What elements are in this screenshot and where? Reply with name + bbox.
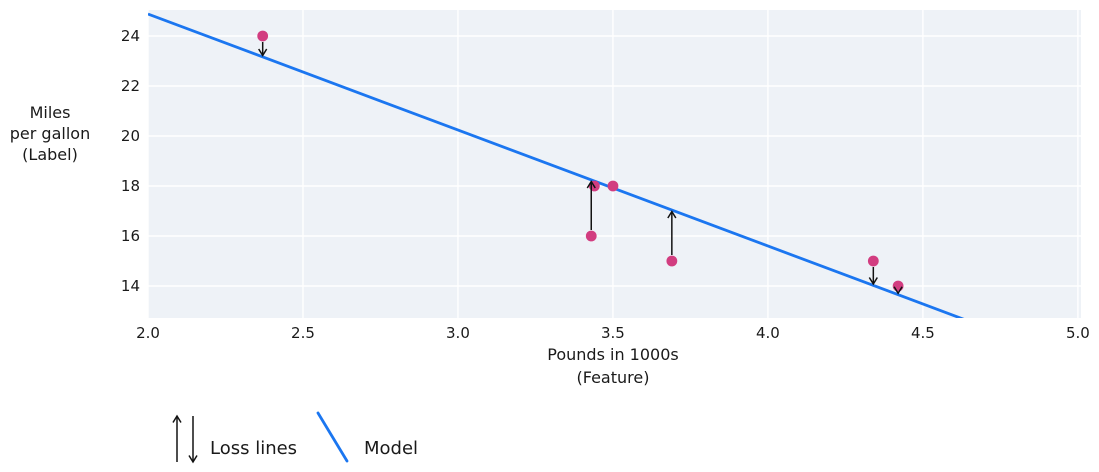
x-tick-label: 5.0 — [1065, 324, 1090, 342]
y-axis-label: Miles per gallon (Label) — [2, 102, 98, 165]
data-point — [585, 230, 597, 242]
x-axis-label: Pounds in 1000s (Feature) — [463, 343, 763, 389]
y-axis-label-line: (Label) — [22, 145, 78, 164]
y-tick-label: 22 — [120, 77, 140, 95]
model-line-icon — [316, 411, 349, 463]
x-tick-label: 4.0 — [755, 324, 780, 342]
x-tick-label: 2.5 — [291, 324, 315, 342]
y-axis-label-line: per gallon — [9, 124, 91, 143]
x-tick-label: 4.5 — [910, 324, 935, 342]
data-point — [666, 255, 678, 267]
y-tick-label: 14 — [120, 277, 140, 295]
plot-area — [148, 10, 1081, 318]
legend-label-loss-lines: Loss lines — [210, 438, 298, 459]
x-tick-label: 3.0 — [446, 324, 470, 342]
data-point — [892, 280, 904, 292]
y-axis-label-line: Miles — [29, 103, 71, 122]
y-tick-label: 24 — [120, 27, 140, 45]
y-tick-label: 20 — [120, 127, 140, 145]
x-axis-label-line: Pounds in 1000s — [547, 345, 679, 364]
x-tick-label: 3.5 — [601, 324, 625, 342]
x-tick-label: 2.0 — [136, 324, 160, 342]
data-point — [607, 180, 619, 192]
legend: Loss lines Model — [0, 404, 520, 468]
plot-background — [148, 10, 1081, 318]
y-tick-label: 16 — [120, 227, 140, 245]
loss-lines-icon — [172, 414, 198, 464]
legend-label-model: Model — [364, 438, 419, 459]
data-point — [867, 255, 879, 267]
y-tick-label: 18 — [120, 177, 140, 195]
x-axis-label-line: (Feature) — [576, 368, 650, 387]
data-point — [257, 30, 269, 42]
